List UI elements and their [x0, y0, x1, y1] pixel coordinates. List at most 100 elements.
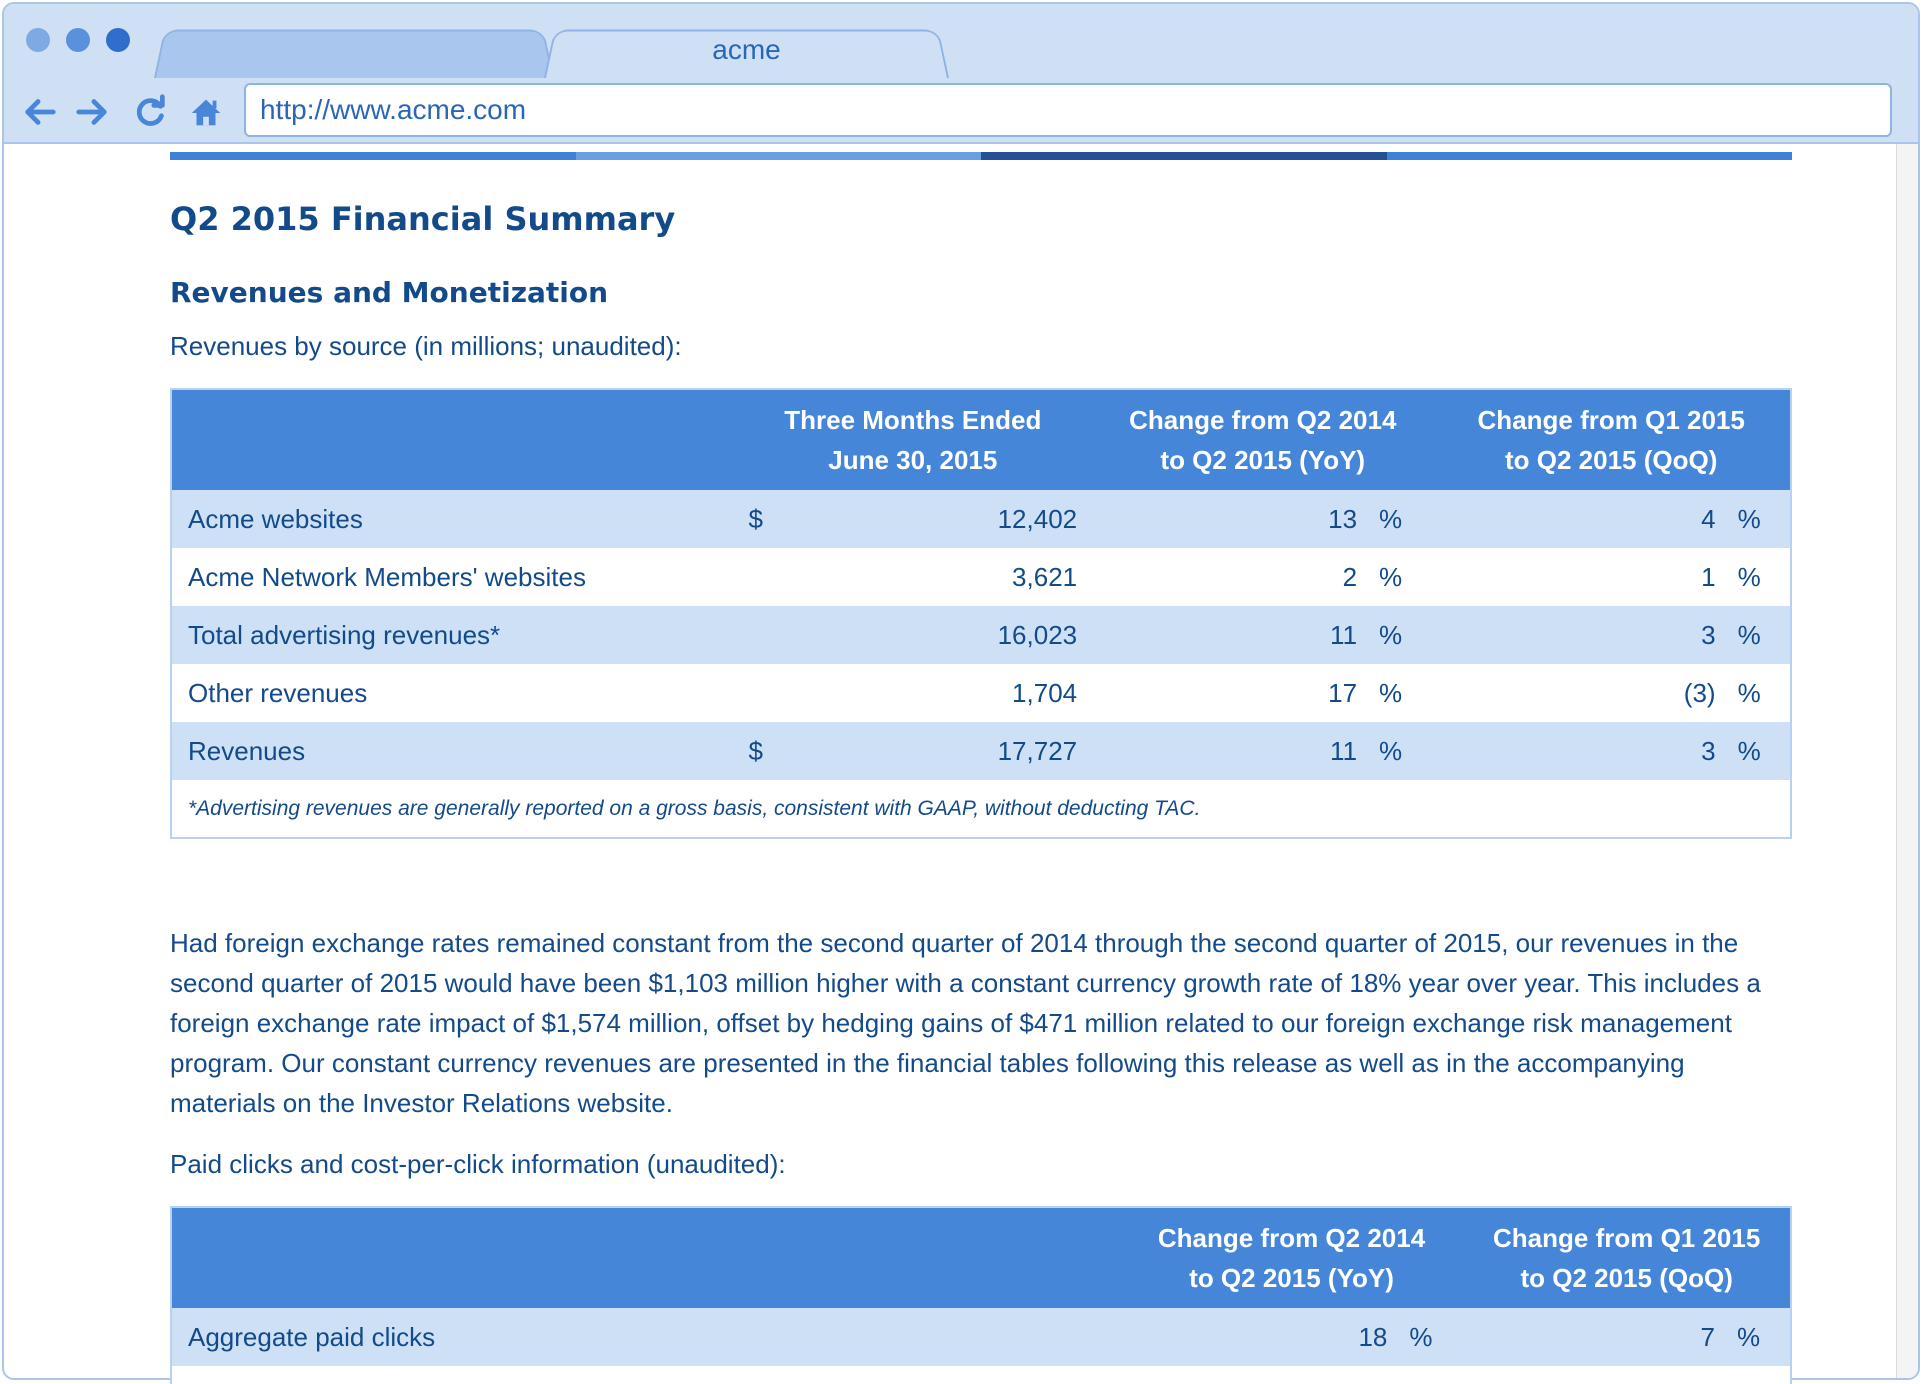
table-row: Aggregate paid clicks 18 % 7 %: [171, 1308, 1791, 1366]
header-line: to Q2 2015 (YoY): [1160, 445, 1366, 475]
revenue-value: 1,704: [791, 664, 1094, 722]
qoq-value: 4: [1432, 490, 1732, 548]
revenue-value: 17,727: [791, 722, 1094, 780]
currency-symbol: [732, 664, 792, 722]
row-label: Revenues: [171, 722, 733, 780]
qoq-unit: %: [1730, 1366, 1791, 1384]
yoy-unit: %: [1373, 490, 1433, 548]
qoq-unit: %: [1730, 1308, 1791, 1366]
header-line: Change from Q2 2014: [1157, 1223, 1426, 1253]
revenue-caption: Revenues by source (in millions; unaudit…: [170, 331, 682, 361]
currency-symbol: [732, 606, 792, 664]
qoq-unit: %: [1731, 548, 1791, 606]
yoy-value: 11: [1093, 606, 1374, 664]
header-line: Change from Q2 2014: [1129, 405, 1397, 435]
row-label: Other revenues: [171, 664, 733, 722]
home-icon: [191, 99, 221, 126]
reload-icon: [136, 94, 165, 126]
table-row: Other revenues 1,704 17 % (3) %: [171, 664, 1791, 722]
table-row: Acme websites $ 12,402 13 % 4 %: [171, 490, 1791, 548]
yoy-unit: %: [1403, 1366, 1464, 1384]
qoq-unit: %: [1731, 606, 1791, 664]
arrow-right-icon: [76, 99, 107, 125]
address-bar[interactable]: [244, 83, 1892, 137]
table-row: Revenues $ 17,727 11 % 3 %: [171, 722, 1791, 780]
yoy-value: 30: [1119, 1366, 1404, 1384]
yoy-unit: %: [1373, 606, 1433, 664]
progress-segment: [981, 152, 1387, 160]
section-title: Revenues and Monetization: [170, 276, 609, 309]
yoy-unit: %: [1373, 722, 1433, 780]
yoy-unit: %: [1403, 1308, 1464, 1366]
revenue-table: Three Months Ended June 30, 2015 Change …: [170, 388, 1792, 839]
currency-symbol: [732, 548, 792, 606]
qoq-value: 7: [1463, 1308, 1731, 1366]
yoy-value: 13: [1093, 490, 1374, 548]
back-button[interactable]: [18, 90, 62, 134]
row-label: Acme Network Members' websites: [171, 548, 733, 606]
page-content: Q2 2015 Financial Summary Revenues and M…: [170, 152, 1792, 1384]
currency-symbol: $: [732, 722, 792, 780]
header-qoq: Change from Q1 2015 to Q2 2015 (QoQ): [1432, 389, 1791, 490]
qoq-unit: %: [1731, 490, 1791, 548]
currency-symbol: $: [732, 490, 792, 548]
table-header-row: Three Months Ended June 30, 2015 Change …: [171, 389, 1791, 490]
header-line: to Q2 2015 (QoQ): [1520, 1263, 1733, 1293]
table-row: Total advertising revenues* 16,023 11 % …: [171, 606, 1791, 664]
table-row: Acme Network Members' websites 3,621 2 %…: [171, 548, 1791, 606]
yoy-value: 2: [1093, 548, 1374, 606]
yoy-value: 18: [1119, 1308, 1404, 1366]
fx-paragraph: Had foreign exchange rates remained cons…: [170, 928, 1761, 1118]
header-line: Change from Q1 2015: [1477, 405, 1745, 435]
revenue-value: 12,402: [791, 490, 1094, 548]
header-yoy: Change from Q2 2014 to Q2 2015 (YoY): [1119, 1207, 1464, 1308]
header-line: to Q2 2015 (QoQ): [1505, 445, 1718, 475]
header-line: June 30, 2015: [828, 445, 998, 475]
table-header-row: Change from Q2 2014 to Q2 2015 (YoY) Cha…: [171, 1207, 1791, 1308]
footnote-row: *Advertising revenues are generally repo…: [171, 780, 1791, 838]
forward-button[interactable]: [70, 90, 114, 134]
window-maximize-dot[interactable]: [106, 28, 130, 52]
page-title: Q2 2015 Financial Summary: [170, 200, 676, 238]
vertical-scrollbar[interactable]: [1896, 144, 1918, 1378]
header-line: Change from Q1 2015: [1493, 1223, 1761, 1253]
qoq-unit: %: [1731, 722, 1791, 780]
window-close-dot[interactable]: [26, 28, 50, 52]
table-row: Paid clicks on Acme websites 30 % 10 %: [171, 1366, 1791, 1384]
row-label: Paid clicks on Acme websites: [171, 1366, 1120, 1384]
qoq-value: 10: [1463, 1366, 1731, 1384]
arrow-left-icon: [25, 99, 56, 125]
header-three-months: Three Months Ended June 30, 2015: [732, 389, 1094, 490]
tab-inactive[interactable]: [154, 29, 554, 78]
yoy-value: 11: [1093, 722, 1374, 780]
progress-segment: [170, 152, 576, 160]
progress-segment: [575, 152, 981, 160]
header-empty: [171, 1207, 1120, 1308]
revenue-value: 16,023: [791, 606, 1094, 664]
row-label: Total advertising revenues*: [171, 606, 733, 664]
browser-toolbar: acme: [4, 4, 1918, 144]
reload-button[interactable]: [128, 90, 172, 134]
tab-title[interactable]: acme: [712, 34, 781, 65]
home-button[interactable]: [184, 90, 228, 134]
clicks-table: Change from Q2 2014 to Q2 2015 (YoY) Cha…: [170, 1206, 1792, 1384]
qoq-value: 3: [1432, 722, 1732, 780]
progress-segment: [1386, 152, 1792, 160]
yoy-value: 17: [1093, 664, 1374, 722]
qoq-value: 1: [1432, 548, 1732, 606]
qoq-value: (3): [1432, 664, 1732, 722]
qoq-value: 3: [1432, 606, 1732, 664]
revenue-value: 3,621: [791, 548, 1094, 606]
qoq-unit: %: [1731, 664, 1791, 722]
header-line: Three Months Ended: [784, 405, 1042, 435]
table-footnote: *Advertising revenues are generally repo…: [171, 780, 1791, 838]
header-qoq: Change from Q1 2015 to Q2 2015 (QoQ): [1463, 1207, 1791, 1308]
yoy-unit: %: [1373, 664, 1433, 722]
yoy-unit: %: [1373, 548, 1433, 606]
header-line: to Q2 2015 (YoY): [1189, 1263, 1394, 1293]
header-yoy: Change from Q2 2014 to Q2 2015 (YoY): [1093, 389, 1433, 490]
window-minimize-dot[interactable]: [66, 28, 90, 52]
header-empty: [171, 389, 733, 490]
clicks-caption: Paid clicks and cost-per-click informati…: [170, 1149, 786, 1179]
row-label: Acme websites: [171, 490, 733, 548]
